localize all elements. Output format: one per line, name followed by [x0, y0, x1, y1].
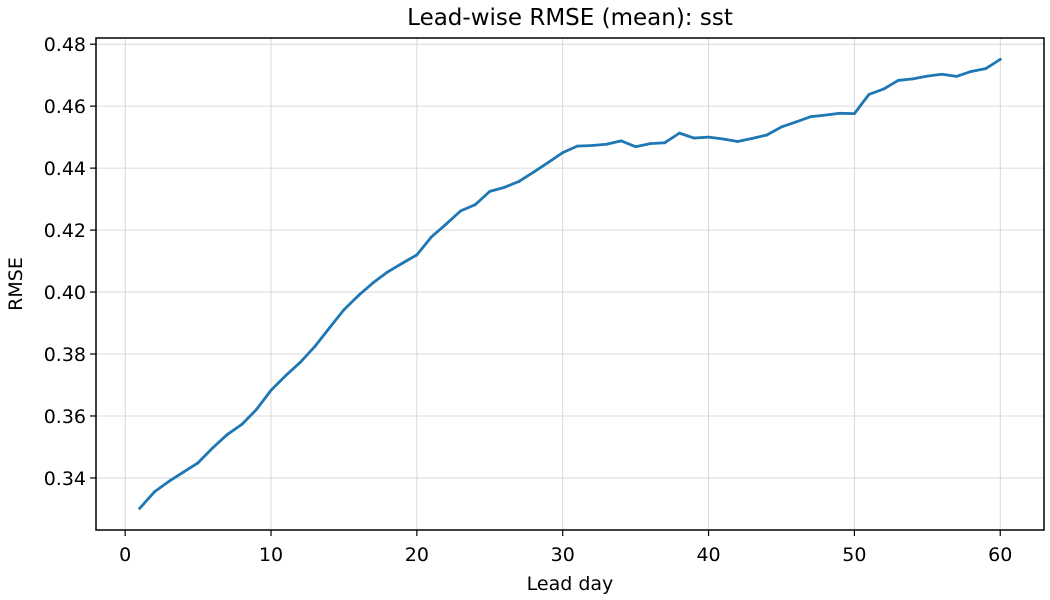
data-point — [692, 136, 696, 140]
data-point — [546, 161, 550, 164]
data-point — [721, 137, 725, 141]
data-point — [882, 87, 885, 91]
data-point — [444, 222, 448, 226]
x-tick-label: 0 — [119, 544, 131, 566]
data-point — [911, 77, 915, 81]
plot-frame — [95, 37, 1045, 531]
data-series — [138, 57, 1002, 510]
data-point — [167, 479, 171, 483]
data-point — [298, 360, 302, 364]
y-tick-label: 0.34 — [44, 468, 86, 490]
data-point — [750, 136, 754, 140]
data-point — [663, 141, 667, 145]
x-tick-label: 50 — [842, 544, 866, 566]
data-point — [415, 253, 419, 257]
y-tick-label: 0.44 — [44, 158, 86, 180]
data-point — [867, 92, 871, 96]
data-point — [765, 133, 769, 137]
data-point — [473, 203, 477, 207]
x-axis-ticks: 0 10 20 30 40 50 60 — [119, 530, 1012, 566]
y-tick-label: 0.48 — [44, 34, 86, 56]
data-point — [561, 151, 565, 155]
data-point — [955, 75, 958, 78]
grid-lines — [96, 38, 1044, 530]
x-tick-label: 40 — [696, 544, 720, 566]
data-point — [371, 281, 375, 285]
data-point — [823, 113, 827, 117]
data-point — [269, 388, 273, 392]
data-point — [794, 120, 798, 124]
data-point — [780, 125, 783, 129]
data-point — [342, 308, 346, 312]
data-point — [138, 506, 142, 510]
data-point — [969, 70, 973, 73]
x-tick-label: 60 — [988, 544, 1012, 566]
y-axis-label: RMSE — [5, 257, 27, 311]
data-point — [182, 470, 185, 474]
data-point — [211, 446, 215, 450]
data-point — [853, 112, 856, 115]
data-point — [736, 140, 740, 143]
data-point — [532, 170, 535, 174]
data-point — [284, 374, 287, 378]
data-point — [575, 144, 579, 148]
data-point — [386, 270, 390, 274]
x-tick-label: 30 — [551, 544, 575, 566]
data-point — [809, 115, 813, 119]
data-point — [648, 142, 652, 146]
data-point — [925, 74, 929, 78]
data-point — [488, 189, 492, 193]
data-point — [502, 185, 506, 189]
data-point — [896, 79, 900, 82]
chart-title: Lead-wise RMSE (mean): sst — [407, 5, 733, 31]
data-point — [707, 135, 710, 139]
y-tick-label: 0.36 — [44, 406, 86, 428]
data-point — [590, 144, 594, 147]
data-point — [313, 345, 317, 348]
y-tick-label: 0.42 — [44, 220, 86, 242]
data-point — [225, 433, 229, 436]
data-point — [240, 422, 244, 426]
x-tick-label: 20 — [405, 544, 429, 566]
series-line — [138, 57, 1002, 510]
y-tick-label: 0.40 — [44, 282, 86, 304]
data-point — [400, 261, 404, 265]
data-point — [605, 142, 608, 146]
data-point — [838, 111, 842, 115]
data-point — [998, 57, 1002, 61]
data-point — [619, 139, 623, 143]
data-point — [634, 145, 638, 149]
y-tick-label: 0.38 — [44, 344, 86, 366]
data-point — [430, 235, 433, 239]
x-tick-label: 10 — [259, 544, 283, 566]
data-point — [152, 490, 156, 494]
x-axis-label: Lead day — [527, 573, 614, 595]
data-point — [677, 131, 681, 135]
data-point — [327, 326, 331, 330]
y-axis-ticks: 0.34 0.36 0.38 0.40 0.42 0.44 0.46 0.48 — [44, 34, 96, 490]
data-point — [357, 294, 360, 297]
y-tick-label: 0.46 — [44, 96, 86, 118]
data-point — [517, 180, 521, 183]
data-point — [984, 67, 988, 71]
data-point — [940, 72, 944, 76]
data-point — [459, 209, 463, 213]
data-point — [196, 461, 200, 465]
data-point — [255, 408, 258, 411]
